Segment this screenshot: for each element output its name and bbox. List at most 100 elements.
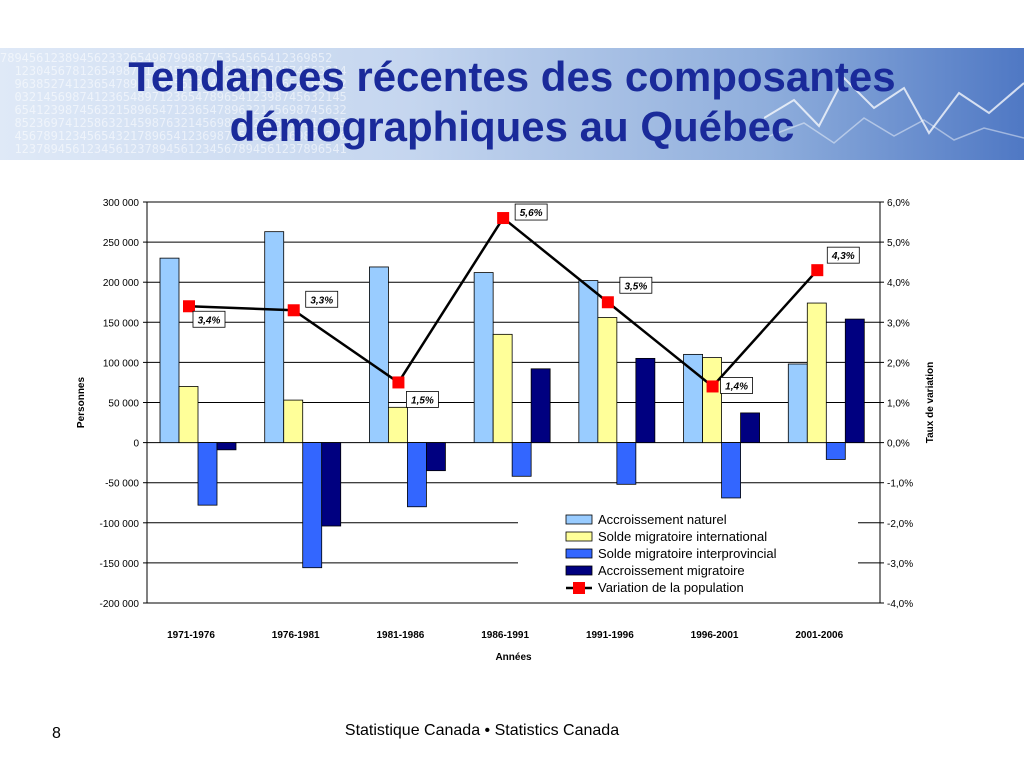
x-category-label-1: 1976-1981 [272,630,320,641]
legend-label-0: Accroissement naturel [598,512,727,527]
y-tick-label-6: 0 [133,439,139,450]
data-label-box-1 [305,290,339,308]
y2-tick-label-8: -2,0% [887,519,913,530]
legend-label-line: Variation de la population [598,580,744,595]
x-category-label-0: 1971-1976 [167,630,215,641]
variation-marker-1 [287,304,300,317]
x-category-label-2: 1981-1986 [377,630,425,641]
data-label-4: 3,5% [624,281,647,292]
y2-tick-label-9: -3,0% [887,559,913,570]
y-tick-label-1: 250 000 [103,238,140,249]
y2-tick-label-0: 6,0% [887,198,910,209]
title-banner: 7894561238945623326549879988775354565412… [0,48,1024,160]
legend-label-1: Solde migratoire international [598,529,767,544]
bar-2-0 [197,442,218,506]
variation-marker-3 [497,212,510,225]
legend-swatch-0 [565,514,593,525]
variation-marker-2 [392,376,405,389]
bar-1-0 [178,386,199,444]
data-label-5: 1,4% [725,381,748,392]
y-tick-label-5: 50 000 [108,399,139,410]
legend-swatch-2 [565,548,593,559]
bar-0-4 [578,280,599,443]
data-label-2: 1,5% [411,395,434,406]
footer-source-text: Statistique Canada • Statistics Canada [344,722,620,739]
slide-title: Tendances récentes des composantes démog… [0,52,1024,152]
data-label-box-5 [720,377,753,394]
y-axis-title: Personnes [76,376,87,428]
y2-tick-label-5: 1,0% [887,399,910,410]
bar-0-0 [159,257,180,444]
x-category-label-4: 1991-1996 [586,630,634,641]
demographic-components-chart: 300 000 250 000 200 000 150 000 100 000 50 00… [76,198,936,663]
page-number: 8 [52,725,61,742]
slide-title-line-2: démographiques au Québec [229,103,795,150]
footer-source: Statistique Canada • Statistics Canada [0,722,1024,740]
y2-tick-label-2: 4,0% [887,278,910,289]
bar-2-1 [302,442,323,569]
data-label-box-6 [826,246,860,264]
variation-marker-0 [183,300,195,313]
bar-1-1 [283,399,304,443]
y2-tick-label-10: -4,0% [887,599,913,610]
variation-marker-5 [706,380,719,393]
y2-axis-title: Taux de variation [925,362,936,444]
bar-3-0 [216,442,237,451]
slide-title-line-1: Tendances récentes des composantes [128,53,896,100]
bar-2-4 [616,442,637,485]
legend-swatch-1 [565,531,593,542]
bar-1-3 [492,333,513,443]
bar-0-3 [473,272,494,443]
bar-0-1 [264,231,285,443]
x-category-label-6: 2001-2006 [795,630,843,641]
bar-2-5 [721,442,741,499]
banner-graph-decoration [764,76,1024,144]
data-label-box-4 [619,276,653,294]
data-label-0: 3,4% [198,315,221,326]
y-tick-label-7: -50 000 [105,479,139,490]
y2-tick-label-6: 0,0% [887,439,910,450]
y2-tick-label-4: 2,0% [887,358,910,369]
bar-3-2 [426,442,446,472]
legend-label-2: Solde migratoire interprovincial [598,546,777,561]
bar-1-2 [388,406,408,443]
data-label-1: 3,3% [310,295,333,306]
variation-marker-6 [811,264,824,277]
bar-0-2 [369,266,389,443]
bar-3-3 [530,368,551,443]
bar-0-5 [683,353,703,444]
banner-digit-pattern: 7894561238945623326549879988775354565412… [0,51,347,156]
bar-1-4 [597,317,618,444]
y-tick-label-8: -100 000 [100,519,140,530]
x-axis-title: Années [495,652,532,663]
y-tick-label-10: -200 000 [100,599,140,610]
data-label-box-3 [514,203,548,221]
legend-line-marker [573,582,585,594]
bar-2-6 [825,442,846,460]
y-tick-label-9: -150 000 [100,559,140,570]
legend-label-3: Accroissement migratoire [598,563,745,578]
y-tick-label-4: 100 000 [103,358,140,369]
data-label-6: 4,3% [831,251,855,262]
bar-2-3 [511,442,532,477]
x-category-label-3: 1986-1991 [481,630,529,641]
y2-tick-label-7: -1,0% [887,479,913,490]
y2-tick-label-3: 3,0% [887,318,910,329]
x-category-label-5: 1996-2001 [691,630,739,641]
y2-tick-label-1: 5,0% [887,238,910,249]
variation-marker-4 [601,296,614,309]
bar-3-1 [321,442,342,527]
y-tick-label-0: 300 000 [103,198,140,209]
bar-3-5 [740,412,760,443]
bar-3-6 [844,318,865,443]
y-tick-label-2: 200 000 [103,278,140,289]
y-tick-label-3: 150 000 [103,318,140,329]
legend-swatch-3 [565,565,593,576]
bar-3-4 [635,357,656,443]
bar-2-2 [407,442,427,508]
bar-0-6 [787,363,808,443]
bar-1-6 [806,302,827,444]
data-label-box-2 [406,391,439,408]
data-label-box-0 [192,310,226,328]
bar-1-5 [702,357,722,443]
